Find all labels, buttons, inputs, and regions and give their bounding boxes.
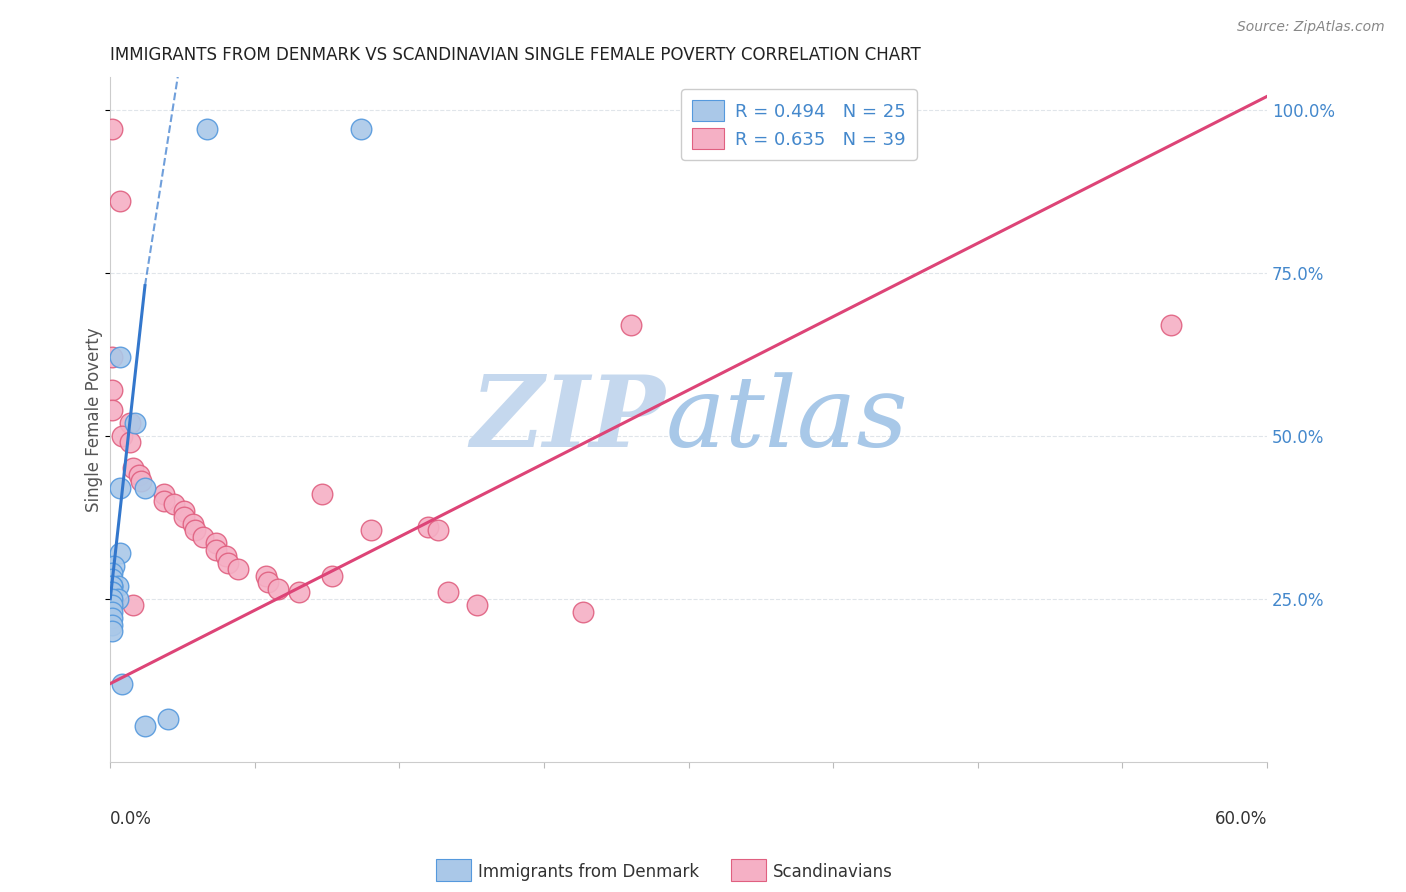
Point bbox=[101, 585, 124, 599]
Point bbox=[465, 599, 488, 613]
Point bbox=[173, 510, 195, 524]
Point bbox=[205, 542, 228, 557]
Point bbox=[108, 351, 131, 365]
Point bbox=[321, 569, 343, 583]
Point bbox=[118, 416, 141, 430]
Legend: R = 0.494   N = 25, R = 0.635   N = 39: R = 0.494 N = 25, R = 0.635 N = 39 bbox=[681, 89, 917, 160]
Point bbox=[111, 428, 134, 442]
Point bbox=[101, 402, 124, 417]
Point bbox=[360, 523, 382, 537]
Point bbox=[108, 194, 131, 208]
Point bbox=[122, 599, 145, 613]
Point bbox=[427, 523, 450, 537]
Point bbox=[311, 487, 333, 501]
Point bbox=[101, 618, 124, 632]
Point bbox=[128, 467, 150, 482]
Point bbox=[350, 122, 373, 136]
Point bbox=[571, 605, 593, 619]
Point bbox=[129, 475, 152, 489]
Point bbox=[111, 676, 134, 690]
Point bbox=[205, 536, 228, 550]
Point bbox=[215, 549, 238, 564]
Point bbox=[124, 416, 146, 430]
Point bbox=[195, 122, 218, 136]
Point bbox=[101, 624, 124, 639]
Text: ZIP: ZIP bbox=[471, 371, 665, 467]
Point bbox=[254, 569, 277, 583]
Point bbox=[267, 582, 290, 596]
Point bbox=[108, 481, 131, 495]
Point bbox=[191, 530, 214, 544]
Text: Scandinavians: Scandinavians bbox=[773, 863, 893, 881]
Point bbox=[257, 575, 280, 590]
Y-axis label: Single Female Poverty: Single Female Poverty bbox=[86, 327, 103, 512]
Point bbox=[101, 572, 124, 586]
Point bbox=[101, 591, 124, 606]
Point bbox=[620, 318, 643, 332]
Point bbox=[1160, 318, 1182, 332]
Point bbox=[101, 579, 124, 593]
Point bbox=[101, 605, 124, 619]
Point bbox=[153, 487, 176, 501]
Point bbox=[118, 435, 141, 450]
Point bbox=[153, 494, 176, 508]
Point bbox=[418, 520, 440, 534]
Text: atlas: atlas bbox=[665, 372, 908, 467]
Point bbox=[103, 559, 125, 574]
Point bbox=[122, 461, 145, 475]
Point bbox=[134, 481, 156, 495]
Point bbox=[134, 719, 156, 733]
Point bbox=[181, 516, 204, 531]
Point bbox=[101, 383, 124, 397]
Text: 60.0%: 60.0% bbox=[1215, 810, 1267, 828]
Point bbox=[101, 351, 124, 365]
Point bbox=[184, 523, 207, 537]
Point bbox=[101, 611, 124, 625]
Text: 0.0%: 0.0% bbox=[110, 810, 152, 828]
Point bbox=[101, 122, 124, 136]
Point bbox=[217, 556, 239, 570]
Point bbox=[226, 562, 249, 576]
Point bbox=[107, 579, 129, 593]
Point bbox=[101, 566, 124, 580]
Point bbox=[157, 713, 180, 727]
Point bbox=[101, 579, 124, 593]
Text: Source: ZipAtlas.com: Source: ZipAtlas.com bbox=[1237, 20, 1385, 34]
Point bbox=[101, 599, 124, 613]
Point bbox=[288, 585, 311, 599]
Text: Immigrants from Denmark: Immigrants from Denmark bbox=[478, 863, 699, 881]
Point bbox=[101, 585, 124, 599]
Point bbox=[107, 591, 129, 606]
Point bbox=[163, 497, 186, 511]
Point bbox=[108, 546, 131, 560]
Point bbox=[436, 585, 458, 599]
Text: IMMIGRANTS FROM DENMARK VS SCANDINAVIAN SINGLE FEMALE POVERTY CORRELATION CHART: IMMIGRANTS FROM DENMARK VS SCANDINAVIAN … bbox=[110, 46, 921, 64]
Point bbox=[173, 504, 195, 518]
